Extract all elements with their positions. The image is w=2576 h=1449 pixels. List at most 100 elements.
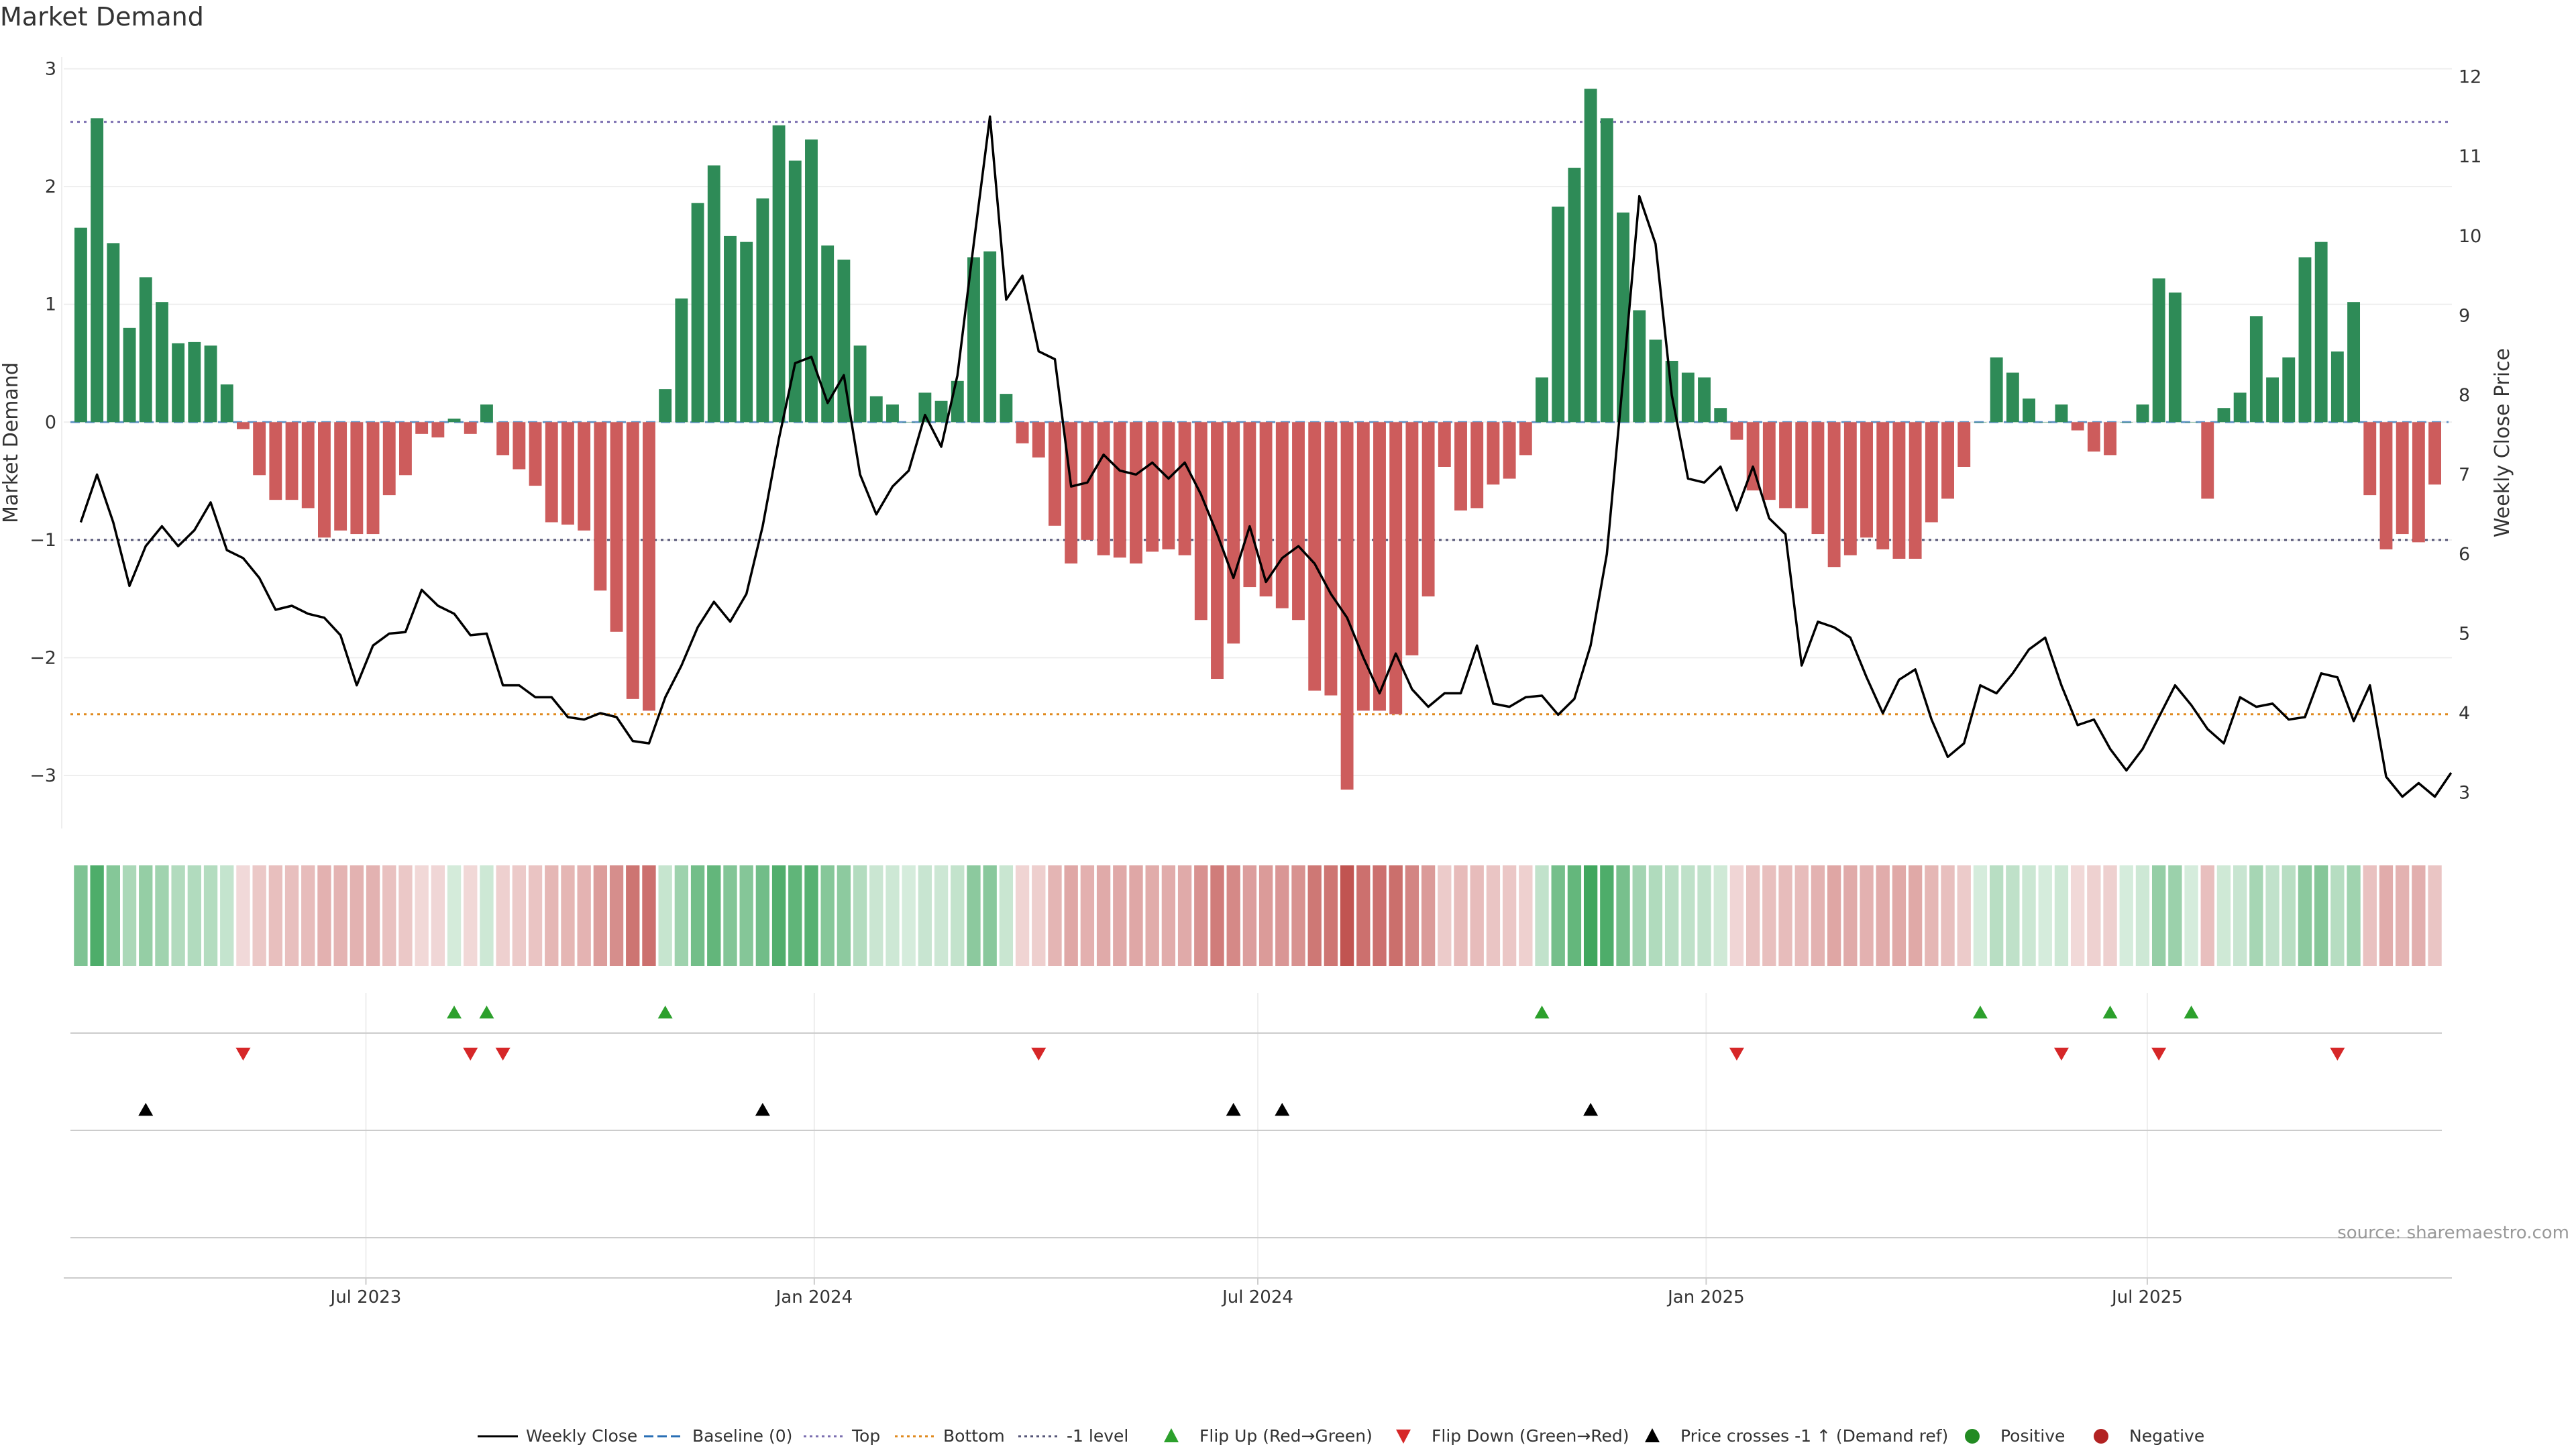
strip-cell — [155, 865, 169, 966]
left-tick-label: −1 — [30, 530, 56, 551]
strip-cell — [1080, 865, 1095, 966]
strip-cell — [771, 865, 786, 966]
demand-bar — [1503, 422, 1516, 479]
demand-bar — [399, 422, 412, 476]
demand-bar — [2282, 357, 2296, 423]
demand-bar — [2120, 422, 2133, 423]
demand-bar — [1860, 422, 1873, 538]
demand-bar — [220, 384, 233, 423]
strip-cell — [853, 865, 867, 966]
demand-bar — [2396, 422, 2409, 535]
strip-cell — [885, 865, 900, 966]
demand-bar — [1600, 118, 1613, 423]
demand-bar — [643, 422, 655, 711]
legend: Weekly Close Baseline (0) Top Bottom -1 leve… — [478, 1426, 2204, 1446]
strip-cell — [626, 865, 640, 966]
strip-cell — [1161, 865, 1176, 966]
strip-cell — [1648, 865, 1663, 966]
legend-item: Baseline (0) — [644, 1426, 792, 1446]
price-line-layer — [79, 115, 2453, 798]
demand-bar — [1194, 422, 1208, 621]
demand-bar — [1405, 422, 1419, 655]
demand-bar — [1892, 422, 1906, 559]
flip-down-marker — [1729, 1047, 1744, 1061]
demand-bar — [545, 422, 558, 523]
demand-bar — [1843, 422, 1857, 555]
demand-bar — [1925, 422, 1938, 523]
legend-item: Flip Down (Green→Red) — [1396, 1426, 1629, 1446]
strip-cell — [1616, 865, 1630, 966]
chart-title: Market Demand — [0, 2, 204, 32]
legend-item: Top — [804, 1426, 880, 1446]
demand-bar — [772, 125, 786, 423]
demand-bar — [1308, 422, 1322, 691]
legend-label: Bottom — [943, 1426, 1005, 1446]
legend-item: -1 level — [1018, 1426, 1128, 1446]
demand-bar — [626, 422, 639, 699]
demand-bar — [334, 422, 347, 531]
strip-cell — [1600, 865, 1614, 966]
strip-cell — [609, 865, 624, 966]
flip-up-marker — [2184, 1006, 2199, 1019]
demand-bar — [2006, 372, 2019, 423]
strip-cell — [902, 865, 916, 966]
strip-cell — [350, 865, 364, 966]
strip-cell — [333, 865, 347, 966]
strip-cell — [301, 865, 315, 966]
strip-cell — [122, 865, 137, 966]
demand-bar — [2233, 392, 2247, 423]
strip-cell — [1421, 865, 1436, 966]
strip-cell — [2119, 865, 2133, 966]
strip-cell — [918, 865, 932, 966]
strip-cell — [1096, 865, 1111, 966]
demand-bar — [1032, 422, 1045, 458]
flip-down-marker — [235, 1047, 251, 1061]
demand-bar — [756, 198, 769, 423]
flip-up-marker — [447, 1006, 462, 1019]
legend-label: Flip Up (Red→Green) — [1199, 1426, 1373, 1446]
strip-cell — [1194, 865, 1208, 966]
demand-bar — [415, 422, 429, 434]
strip-cell — [1892, 865, 1907, 966]
demand-bar — [1649, 339, 1662, 423]
left-tick-label: 2 — [45, 176, 56, 197]
demand-bar — [886, 404, 899, 423]
strip-cell — [1032, 865, 1046, 966]
demand-bar — [123, 327, 136, 423]
strip-cell — [2022, 865, 2036, 966]
right-axis-ticks: 12 11 10 9 8 7 6 5 4 3 — [2459, 67, 2481, 804]
legend-item: Weekly Close — [478, 1426, 637, 1446]
event-markers — [70, 1006, 2442, 1238]
strip-cell — [2282, 865, 2296, 966]
demand-bar — [1957, 422, 1971, 467]
strip-cell — [1210, 865, 1224, 966]
strip-cell — [220, 865, 234, 966]
demand-bar — [1243, 422, 1256, 588]
right-axis-label: Weekly Close Price — [2491, 348, 2514, 537]
demand-bar — [983, 251, 997, 423]
demand-bar — [2055, 404, 2068, 423]
strip-cell — [1438, 865, 1452, 966]
demand-bar — [1633, 310, 1646, 423]
demand-bar — [1454, 422, 1467, 511]
legend-swatch — [1965, 1429, 1980, 1444]
demand-bar — [788, 160, 802, 423]
strip-cell — [1502, 865, 1517, 966]
left-tick-label: 0 — [45, 412, 56, 433]
strip-cell — [1729, 865, 1744, 966]
demand-bar — [1389, 422, 1403, 714]
demand-bar — [934, 400, 948, 423]
strip-cell — [1811, 865, 1825, 966]
strip-cell — [674, 865, 689, 966]
strip-cell — [1373, 865, 1387, 966]
demand-bar — [1340, 422, 1354, 790]
right-tick-label: 3 — [2459, 783, 2470, 804]
demand-bar — [1421, 422, 1435, 597]
strip-cell — [1340, 865, 1354, 966]
demand-bar — [1162, 422, 1175, 549]
demand-bar — [1568, 168, 1581, 423]
strip-cell — [1746, 865, 1760, 966]
demand-bar — [204, 345, 217, 423]
strip-cell — [74, 865, 88, 966]
price-cross-marker — [1275, 1103, 1290, 1116]
